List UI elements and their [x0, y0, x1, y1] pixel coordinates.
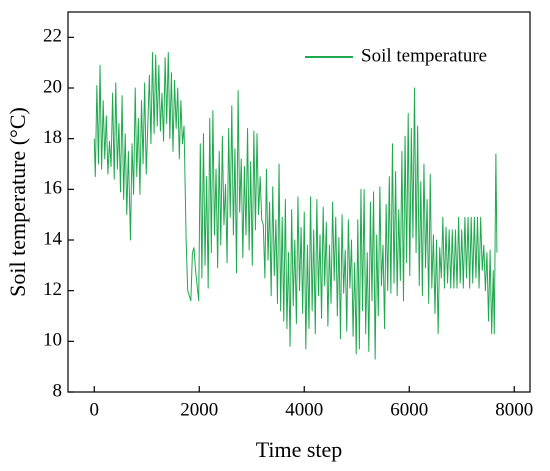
y-tick-label: 20	[43, 76, 62, 97]
y-tick-label: 18	[43, 127, 62, 148]
legend-label: Soil temperature	[361, 45, 487, 66]
x-axis-label: Time step	[256, 437, 343, 462]
x-tick-label: 6000	[390, 399, 428, 420]
plot-frame	[67, 11, 531, 393]
x-tick-label: 8000	[495, 399, 533, 420]
y-tick-label: 22	[43, 26, 62, 47]
x-tick-label: 0	[90, 399, 100, 420]
y-tick-label: 14	[43, 228, 63, 249]
y-tick-label: 16	[43, 178, 62, 199]
y-tick-label: 12	[43, 279, 62, 300]
x-tick-label: 2000	[180, 399, 218, 420]
y-tick-label: 10	[43, 330, 62, 351]
x-tick-label: 4000	[285, 399, 323, 420]
data-line	[93, 52, 498, 360]
y-tick-label: 8	[53, 380, 63, 401]
y-axis-label: Soil temperature (°C)	[5, 107, 30, 297]
